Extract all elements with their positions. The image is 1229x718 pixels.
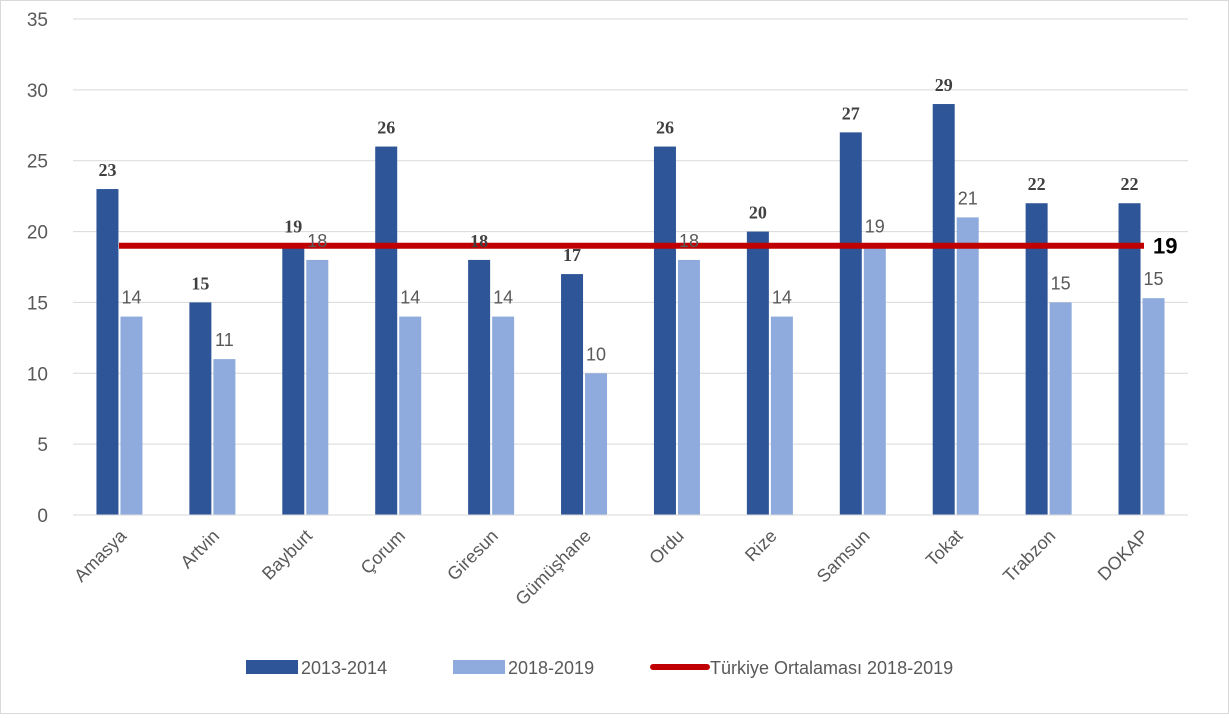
category-label: Ordu	[645, 526, 687, 568]
data-label-2018-2019: 15	[1144, 269, 1164, 289]
bar-2018-2019	[863, 245, 886, 515]
y-tick-label: 35	[27, 10, 48, 31]
data-label-2018-2019: 15	[1051, 273, 1071, 293]
data-label-2013-2014: 29	[935, 75, 953, 95]
category-label: Gümüşhane	[511, 526, 594, 609]
data-label-2018-2019: 19	[865, 217, 885, 237]
category-label: Tokat	[922, 526, 967, 571]
data-label-2018-2019: 14	[493, 288, 513, 308]
data-label-2013-2014: 23	[98, 160, 116, 180]
bar-2018-2019	[677, 259, 700, 515]
reference-line-label: 19	[1153, 234, 1177, 259]
category-label: DOKAP	[1094, 526, 1153, 585]
legend: 2013-2014 2018-2019 Türkiye Ortalaması 201…	[246, 658, 953, 678]
x-axis: Amasya Artvin Bayburt Çorum Giresun Gümüşhane…	[70, 514, 1188, 609]
bar-2018-2019	[1049, 302, 1072, 515]
category-label: Samsun	[813, 526, 874, 587]
y-tick-label: 30	[27, 81, 48, 102]
bar-2013-2014	[375, 146, 398, 516]
category-label: Trabzon	[999, 526, 1059, 586]
data-label-2013-2014: 18	[470, 231, 488, 251]
data-label-2013-2014: 22	[1121, 174, 1139, 194]
legend-label-reference-line: Türkiye Ortalaması 2018-2019	[710, 658, 953, 678]
bar-2013-2014	[1118, 203, 1141, 515]
bar-2018-2019	[306, 259, 329, 515]
category-label: Artvin	[177, 526, 224, 573]
y-tick-label: 10	[27, 364, 48, 385]
bar-2018-2019	[492, 316, 515, 515]
bar-2013-2014	[282, 245, 305, 515]
bar-2013-2014	[561, 274, 584, 515]
data-label-2013-2014: 22	[1028, 174, 1046, 194]
bar-2018-2019	[956, 217, 979, 515]
data-label-2018-2019: 14	[121, 288, 141, 308]
bar-2013-2014	[932, 104, 955, 516]
bar-2018-2019	[120, 316, 143, 515]
y-axis: 0 5 10 15 20 25 30 35	[27, 10, 48, 527]
bar-2018-2019	[399, 316, 422, 515]
legend-swatch-2013-2014	[246, 660, 298, 674]
data-label-2018-2019: 21	[958, 188, 978, 208]
y-tick-label: 0	[37, 506, 48, 527]
y-tick-label: 20	[27, 223, 48, 244]
legend-label-2018-2019: 2018-2019	[508, 658, 594, 678]
category-label: Amasya	[70, 525, 131, 586]
data-label-2018-2019: 11	[215, 330, 234, 350]
data-label-2018-2019: 14	[772, 288, 792, 308]
data-label-2018-2019: 10	[586, 344, 606, 364]
data-label-2013-2014: 15	[191, 273, 209, 293]
data-label-2013-2014: 26	[377, 118, 395, 138]
bar-2018-2019	[213, 359, 236, 515]
bar-2013-2014	[96, 189, 119, 516]
category-label: Bayburt	[258, 526, 316, 584]
bar-2013-2014	[468, 259, 491, 515]
category-label: Rize	[741, 526, 781, 566]
data-label-2013-2014: 17	[563, 245, 581, 265]
legend-label-2013-2014: 2013-2014	[301, 658, 387, 678]
category-label: Çorum	[357, 526, 409, 578]
value-labels: 2314151119182614181417102618201427192921…	[98, 75, 1163, 364]
y-tick-label: 25	[27, 152, 48, 173]
data-label-2018-2019: 14	[400, 288, 420, 308]
bars	[96, 104, 1165, 516]
bar-2013-2014	[1025, 203, 1048, 515]
bar-2013-2014	[839, 132, 862, 515]
data-label-2013-2014: 26	[656, 118, 674, 138]
data-label-2013-2014: 19	[284, 217, 302, 237]
reference-line-group: 19	[119, 234, 1177, 259]
data-label-2013-2014: 20	[749, 203, 767, 223]
bar-2018-2019	[770, 316, 793, 515]
bar-2013-2014	[746, 231, 769, 516]
data-label-2018-2019: 18	[679, 231, 699, 251]
bar-2018-2019	[1142, 298, 1165, 515]
data-label-2013-2014: 27	[842, 103, 860, 123]
bar-2018-2019	[585, 373, 608, 515]
gridlines	[73, 18, 1188, 516]
category-label: Giresun	[443, 526, 502, 585]
bar-2013-2014	[189, 302, 212, 515]
y-tick-label: 5	[37, 435, 48, 456]
data-label-2018-2019: 18	[307, 231, 327, 251]
y-tick-label: 15	[27, 293, 48, 314]
bar-2013-2014	[653, 146, 676, 516]
legend-swatch-2018-2019	[453, 660, 505, 674]
